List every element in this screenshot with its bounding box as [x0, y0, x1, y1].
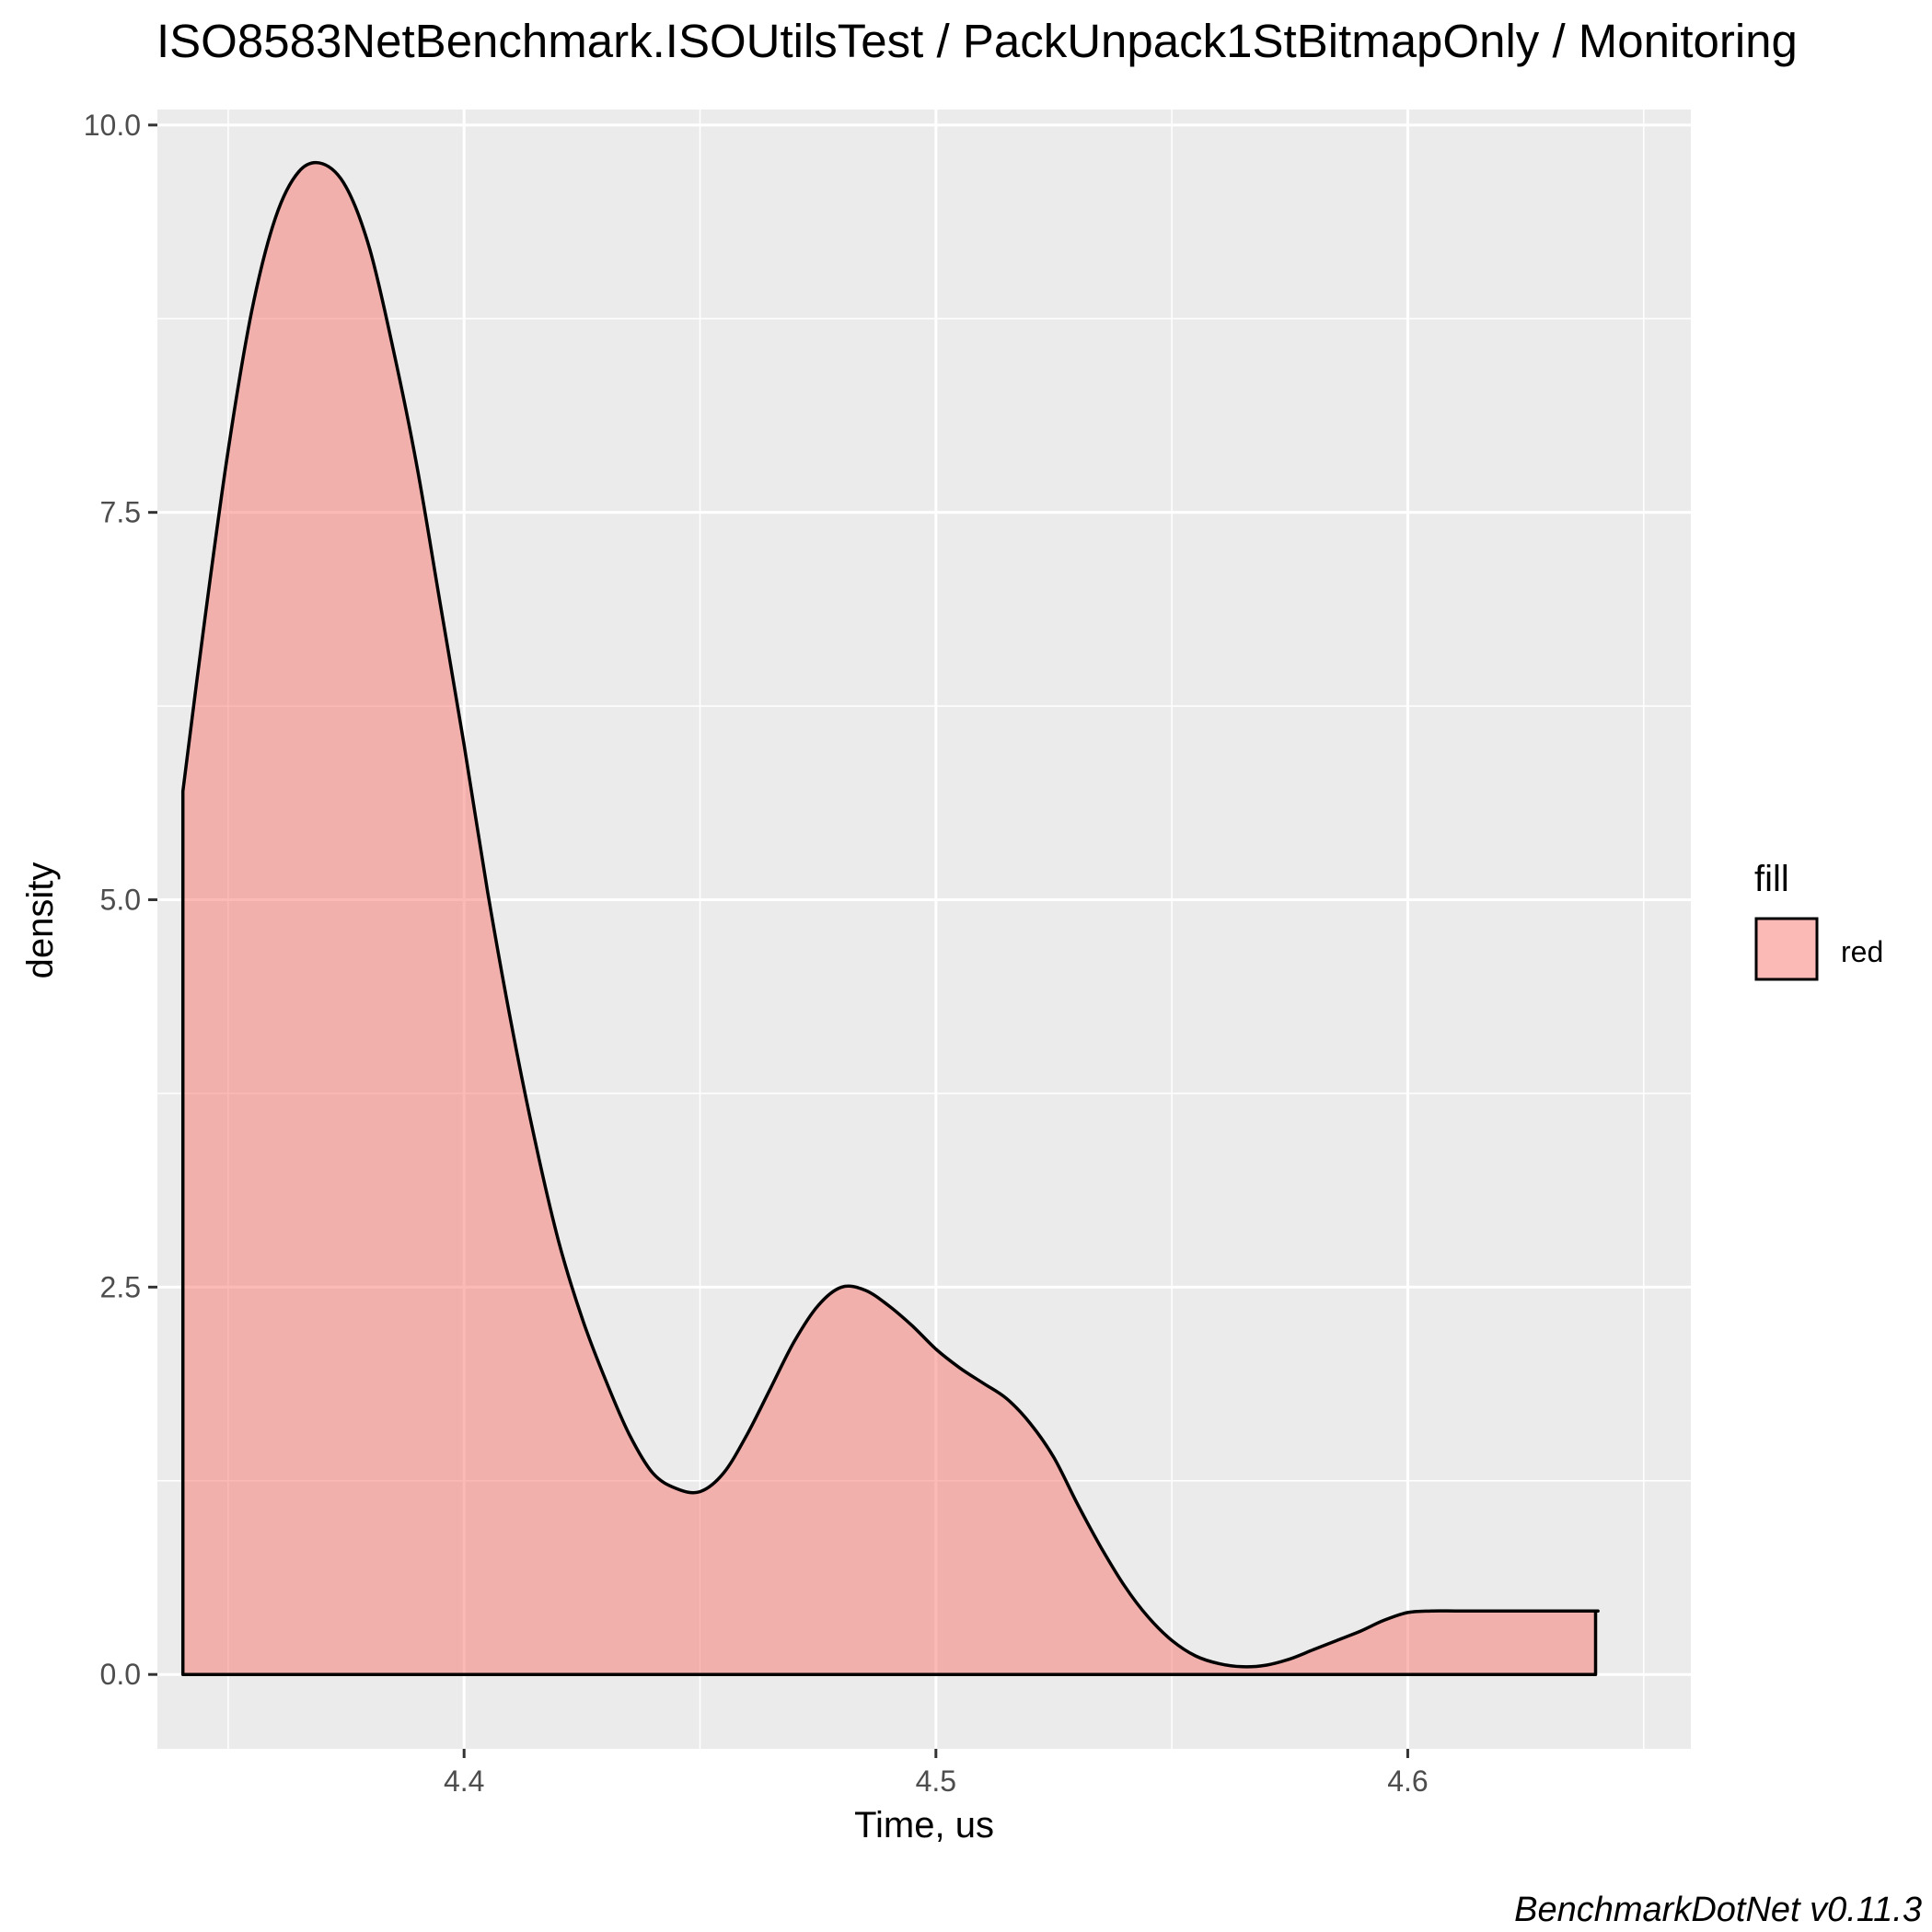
- caption: BenchmarkDotNet v0.11.3: [1514, 1891, 1922, 1929]
- minor-grid: [157, 110, 1691, 1749]
- y-axis: 0.0 2.5 5.0 7.5 10.0: [84, 109, 157, 1691]
- legend-key-red: [1754, 917, 1819, 981]
- x-tick-label: 4.5: [916, 1764, 956, 1798]
- legend: fill red: [1754, 859, 1883, 981]
- chart-title: ISO8583NetBenchmark.ISOUtilsTest / PackU…: [156, 15, 1798, 67]
- legend-label-red: red: [1841, 935, 1883, 968]
- y-tick-label: 5.0: [100, 884, 141, 917]
- y-axis-label: density: [20, 862, 61, 979]
- x-axis-label: Time, us: [854, 1805, 994, 1845]
- x-tick-label: 4.6: [1387, 1764, 1428, 1798]
- y-tick-label: 10.0: [84, 109, 141, 142]
- y-tick-label: 7.5: [100, 496, 141, 529]
- y-tick-label: 0.0: [100, 1658, 141, 1691]
- legend-title: fill: [1754, 859, 1789, 899]
- x-axis: 4.4 4.5 4.6: [444, 1749, 1429, 1798]
- x-tick-label: 4.4: [444, 1764, 484, 1798]
- density-area-red: [180, 160, 1600, 1676]
- y-tick-label: 2.5: [100, 1270, 141, 1303]
- series-layer: [180, 160, 1600, 1676]
